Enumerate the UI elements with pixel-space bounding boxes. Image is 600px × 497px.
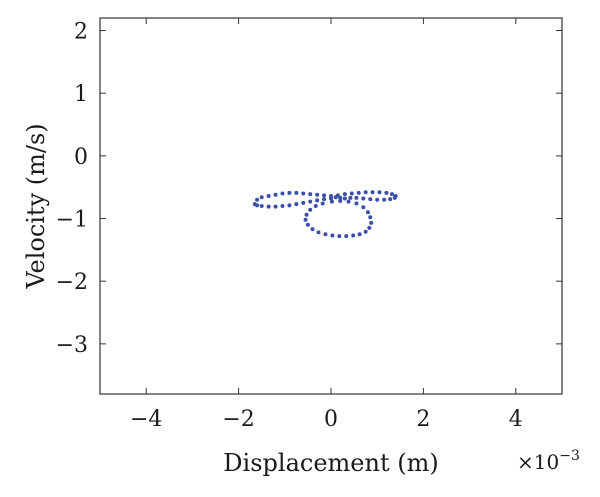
data-point xyxy=(338,195,343,200)
data-points xyxy=(252,190,398,239)
data-point xyxy=(369,220,374,225)
data-point xyxy=(363,229,368,234)
data-point xyxy=(342,192,347,197)
data-point xyxy=(313,204,318,208)
data-point xyxy=(363,190,368,195)
data-point xyxy=(305,222,310,227)
data-point xyxy=(323,232,328,237)
y-tick-label: 2 xyxy=(74,20,88,45)
data-point xyxy=(354,195,359,200)
x-tick-label: 0 xyxy=(324,407,338,432)
data-point xyxy=(375,197,380,202)
data-point xyxy=(273,192,278,197)
data-point xyxy=(354,201,359,206)
data-point xyxy=(337,234,342,239)
y-tick-label: −2 xyxy=(56,270,88,295)
x-axis-multiplier-exponent: −3 xyxy=(559,448,580,464)
data-point xyxy=(367,225,372,230)
data-point xyxy=(316,230,321,235)
data-point xyxy=(287,203,292,208)
data-point xyxy=(255,197,260,202)
y-axis-label: Velocity (m/s) xyxy=(22,123,50,289)
data-point xyxy=(346,199,351,204)
data-point xyxy=(338,198,343,203)
data-point xyxy=(342,196,347,201)
data-point xyxy=(287,190,292,195)
data-point xyxy=(351,233,356,238)
data-point xyxy=(356,190,361,195)
data-point xyxy=(259,204,264,208)
data-point xyxy=(308,192,313,197)
data-point xyxy=(384,190,389,195)
data-point xyxy=(370,190,375,195)
data-point xyxy=(365,210,370,215)
data-point xyxy=(259,195,264,200)
data-point xyxy=(273,204,278,209)
data-point xyxy=(389,192,394,197)
data-point xyxy=(310,227,315,232)
data-point xyxy=(344,234,349,239)
data-point xyxy=(368,215,373,220)
data-point xyxy=(322,197,327,202)
data-point xyxy=(368,197,373,202)
data-point xyxy=(330,233,335,238)
data-point xyxy=(382,197,387,202)
data-point xyxy=(266,204,271,209)
x-tick-label: −4 xyxy=(130,407,162,432)
x-axis-multiplier-base: ×10 xyxy=(517,450,559,474)
data-point xyxy=(266,193,271,198)
data-point xyxy=(357,232,362,237)
data-point xyxy=(388,197,393,202)
x-tick-label: −2 xyxy=(222,407,254,432)
x-tick-label: 4 xyxy=(509,407,523,432)
data-point xyxy=(304,212,309,217)
data-point xyxy=(280,191,285,196)
data-point xyxy=(255,203,260,208)
data-point xyxy=(329,199,334,204)
data-point xyxy=(294,202,299,207)
y-tick-label: −1 xyxy=(56,208,88,233)
data-point xyxy=(361,205,366,210)
data-point xyxy=(294,190,299,195)
data-point xyxy=(301,200,306,205)
data-point xyxy=(308,199,313,204)
data-point xyxy=(329,196,333,201)
data-point xyxy=(301,191,306,196)
ticks: −4 −2 0 2 4 −3 −2 −1 0 1 2 xyxy=(56,18,562,432)
data-point xyxy=(392,195,397,200)
data-point xyxy=(333,195,338,200)
data-point xyxy=(315,198,320,203)
data-point xyxy=(361,196,366,201)
data-point xyxy=(280,204,285,208)
y-tick-label: 0 xyxy=(74,145,88,170)
data-point xyxy=(349,191,354,196)
data-point xyxy=(320,201,325,206)
plot-area xyxy=(99,17,563,395)
y-tick-label: 1 xyxy=(74,82,88,107)
y-tick-label: −3 xyxy=(56,333,88,358)
data-point xyxy=(348,195,353,200)
x-axis-multiplier: ×10−3 xyxy=(517,448,580,474)
data-point xyxy=(322,193,327,198)
data-point xyxy=(315,192,320,197)
data-point xyxy=(308,207,313,212)
x-tick-label: 2 xyxy=(416,407,430,432)
x-axis-label: Displacement (m) xyxy=(223,449,438,477)
data-point xyxy=(377,190,382,195)
data-point xyxy=(303,217,308,222)
